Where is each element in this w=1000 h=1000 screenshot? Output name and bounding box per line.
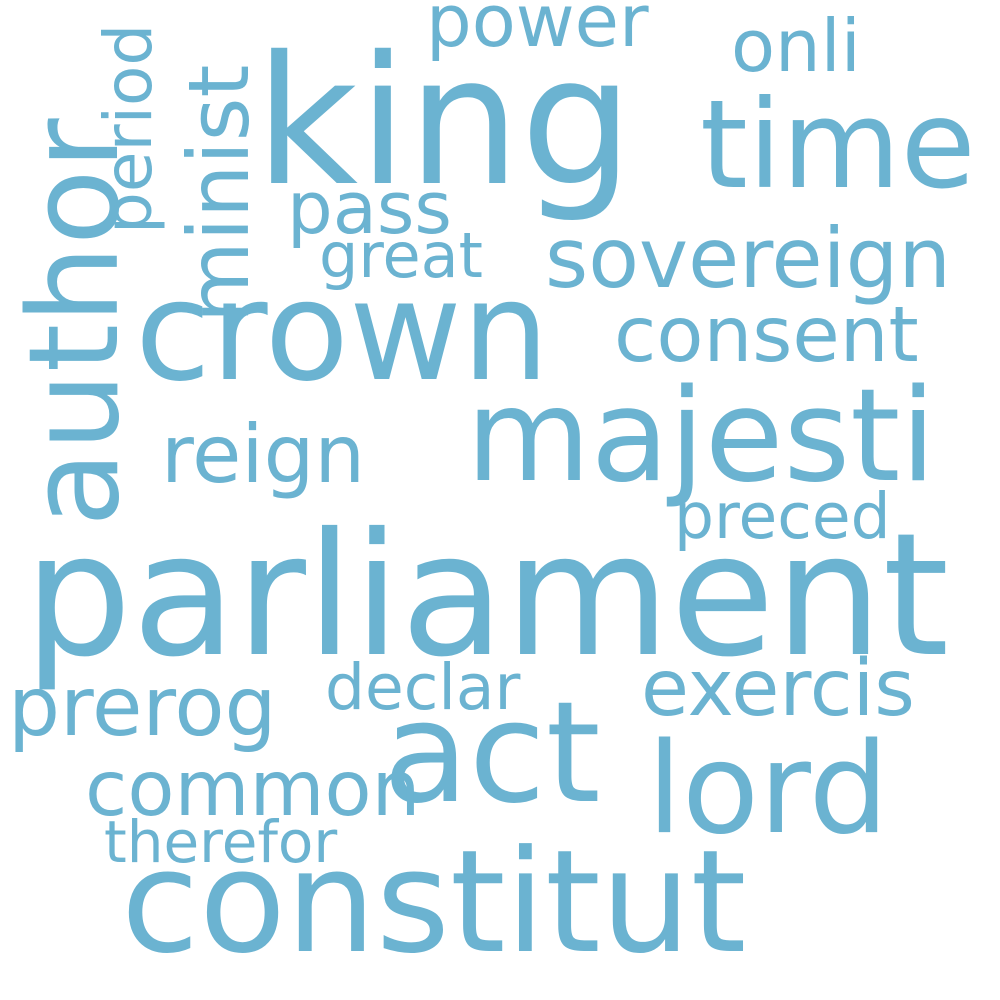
word-time: time	[700, 74, 976, 216]
word-prerog: prerog	[8, 660, 277, 755]
word-power: power	[426, 0, 649, 63]
word-majesti: majesti	[466, 362, 936, 511]
word-act: act	[383, 672, 601, 835]
word-parliament: parliament	[24, 497, 950, 695]
word-minist: minist	[170, 64, 268, 323]
word-common: common	[85, 745, 421, 834]
word-preced: preced	[674, 480, 891, 553]
word-consent: consent	[614, 291, 919, 380]
word-crown: crown	[135, 251, 550, 412]
word-king: king	[255, 18, 634, 225]
word-pass: pass	[287, 166, 452, 250]
word-lord: lord	[647, 715, 889, 862]
word-exercis: exercis	[641, 644, 915, 734]
word-reign: reign	[161, 408, 366, 501]
word-great: great	[319, 219, 483, 292]
word-period: period	[90, 23, 167, 234]
word-therefor: therefor	[104, 808, 338, 876]
word-constitut: constitut	[121, 820, 747, 985]
word-declar: declar	[325, 651, 521, 724]
word-onli: onli	[731, 4, 861, 88]
word-sovereign: sovereign	[545, 210, 951, 307]
